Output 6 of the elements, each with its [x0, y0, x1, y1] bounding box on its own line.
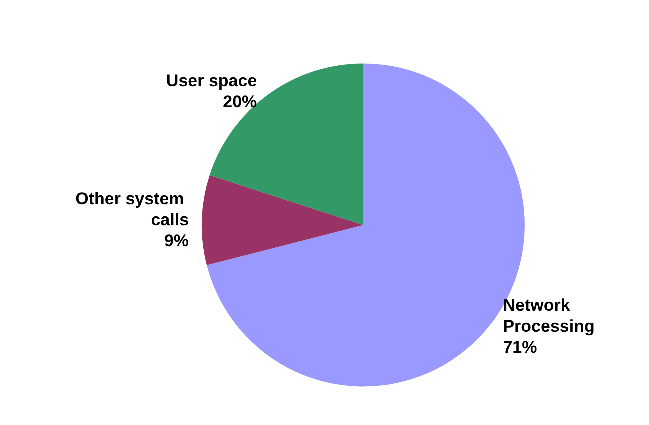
data-label: 71% [503, 338, 538, 358]
slice-label: Other system calls [76, 190, 190, 230]
data-label: 20% [223, 92, 258, 112]
slice-label: User space [166, 71, 258, 90]
slice-label: Network Processing [503, 296, 595, 336]
data-label: 9% [164, 232, 190, 251]
